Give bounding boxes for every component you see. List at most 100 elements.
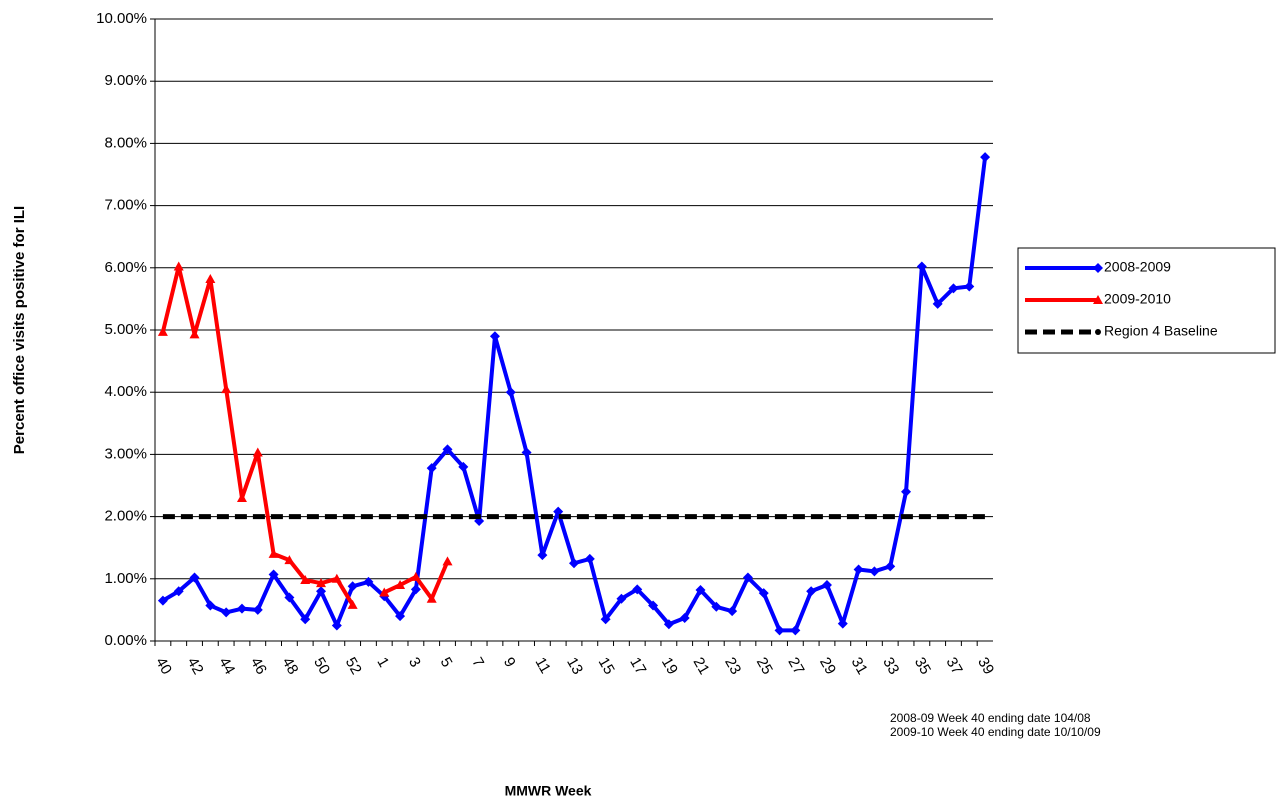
y-tick-label: 0.00% [104, 632, 147, 649]
x-tick-label: 13 [563, 654, 586, 677]
data-point [648, 600, 659, 611]
x-tick-label: 31 [848, 654, 871, 677]
note: 2008-09 Week 40 ending date 104/08 [890, 711, 1091, 725]
x-tick-label: 1 [373, 654, 392, 670]
x-axis-label: MMWR Week [505, 783, 592, 799]
data-point [980, 152, 991, 163]
data-point [853, 564, 864, 575]
x-tick-label: 29 [816, 654, 839, 677]
data-point [347, 581, 358, 592]
y-tick-label: 8.00% [104, 134, 147, 151]
data-point [268, 569, 279, 580]
x-tick-label: 7 [468, 654, 487, 670]
data-point [869, 566, 880, 577]
legend-marker [1093, 295, 1103, 304]
data-point [616, 593, 627, 604]
x-tick-label: 3 [405, 654, 424, 670]
data-point [521, 447, 532, 458]
data-point [284, 555, 295, 565]
data-point [758, 588, 769, 599]
y-tick-label: 2.00% [104, 508, 147, 525]
data-point [205, 600, 216, 611]
x-tick-label: 48 [278, 654, 301, 677]
data-point [727, 606, 738, 617]
x-tick-label: 44 [215, 654, 238, 677]
x-tick-label: 15 [595, 654, 618, 677]
data-point [331, 620, 342, 631]
data-point [395, 611, 406, 622]
data-point [157, 595, 168, 606]
data-point [885, 561, 896, 572]
data-point [189, 329, 200, 339]
data-point [821, 580, 832, 591]
data-point [379, 587, 390, 597]
y-tick-label: 6.00% [104, 259, 147, 276]
data-point [663, 619, 674, 630]
data-point [316, 586, 327, 597]
x-tick-label: 23 [721, 654, 744, 677]
data-point [284, 592, 295, 603]
data-point [837, 618, 848, 629]
y-tick-label: 7.00% [104, 197, 147, 214]
data-point [679, 612, 690, 623]
data-point [489, 331, 500, 342]
data-point [948, 283, 959, 294]
data-point [316, 578, 327, 588]
data-point [964, 281, 975, 292]
note: 2009-10 Week 40 ending date 10/10/09 [890, 725, 1101, 739]
data-point [600, 614, 611, 625]
y-tick-label: 5.00% [104, 321, 147, 338]
x-tick-label: 40 [152, 654, 175, 677]
data-point [569, 558, 579, 569]
data-point [537, 550, 548, 561]
data-point [774, 625, 785, 636]
y-tick-label: 4.00% [104, 383, 147, 400]
data-point [932, 298, 943, 309]
legend-label: 2008-2009 [1104, 259, 1171, 275]
data-point [584, 553, 595, 564]
x-tick-label: 52 [342, 654, 365, 677]
x-tick-label: 19 [658, 654, 681, 677]
data-point [442, 444, 453, 455]
data-point [331, 573, 342, 583]
x-tick-label: 35 [911, 654, 934, 677]
data-point [221, 384, 232, 394]
x-tick-label: 50 [310, 654, 333, 677]
data-point [916, 261, 927, 272]
x-tick-label: 11 [531, 654, 554, 676]
data-point [268, 548, 279, 558]
data-point [189, 572, 200, 583]
legend-marker [1093, 263, 1103, 273]
x-tick-label: 25 [753, 654, 776, 677]
data-point [157, 326, 168, 336]
series-line [160, 264, 450, 606]
data-point [790, 625, 801, 636]
x-tick-label: 5 [437, 654, 456, 670]
x-tick-label: 46 [247, 654, 270, 677]
x-tick-label: 21 [690, 654, 713, 677]
data-point [901, 486, 912, 497]
y-tick-label: 9.00% [104, 72, 147, 89]
data-point [173, 586, 184, 597]
legend-label: 2009-2010 [1104, 291, 1171, 307]
x-tick-label: 37 [943, 654, 966, 677]
data-point [236, 492, 247, 502]
data-point [221, 607, 232, 618]
x-tick-label: 17 [626, 654, 649, 677]
data-point [347, 599, 358, 609]
data-point [236, 603, 247, 614]
y-axis-label: Percent office visits positive for ILI [11, 206, 28, 454]
data-point [458, 461, 469, 472]
data-point [505, 387, 516, 398]
data-point [410, 571, 421, 581]
y-tick-label: 1.00% [104, 570, 147, 587]
x-tick-label: 9 [500, 654, 519, 670]
data-point [426, 593, 437, 603]
legend-marker [1095, 329, 1101, 335]
data-point [806, 586, 817, 597]
x-tick-label: 42 [184, 654, 207, 677]
data-point [695, 584, 706, 595]
x-tick-label: 27 [784, 654, 807, 677]
data-point [173, 261, 184, 271]
